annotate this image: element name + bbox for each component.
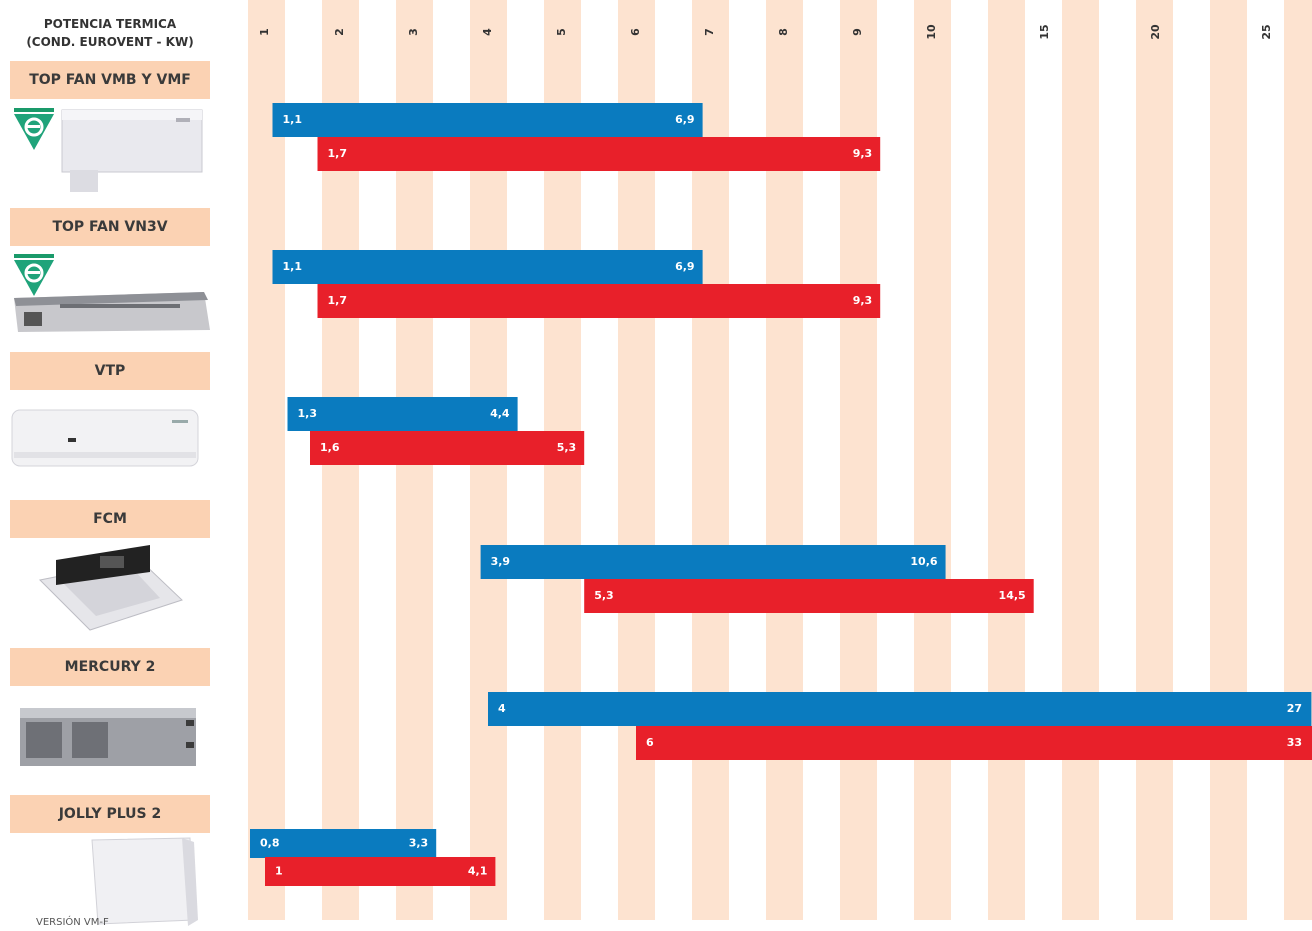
category-label: JOLLY PLUS 2	[10, 795, 210, 833]
bar-end-label: 3,3	[409, 837, 429, 850]
range-bar	[636, 726, 1312, 760]
bar-end-label: 5,3	[557, 441, 577, 454]
column-stripe	[1284, 0, 1312, 920]
axis-title-line-1: POTENCIA TERMICA	[44, 17, 177, 31]
bar-start-label: 3,9	[491, 555, 511, 568]
x-tick-label: 3	[407, 28, 420, 36]
category-label-text: MERCURY 2	[65, 659, 156, 675]
column-stripe	[248, 0, 285, 920]
category-label-text: FCM	[93, 511, 127, 527]
bar-end-label: 9,3	[853, 147, 873, 160]
bar-start-label: 1,7	[328, 294, 348, 307]
axis-title-line-2: (COND. EUROVENT - KW)	[26, 35, 193, 49]
bar-end-label: 33	[1287, 736, 1302, 749]
bars: 1,1 6,9 1,1 6,9 1,3 4,4 3,9 10,6 4 27 0,8 3,3 1,7 9,3…	[250, 103, 1312, 886]
category-label-box	[10, 795, 210, 833]
fcm-unit-image	[38, 545, 183, 631]
footnote: VERSIÓN VM-F	[36, 915, 109, 928]
eurovent-logo-icon	[14, 108, 54, 150]
category-label-text: VTP	[95, 363, 126, 379]
bar-start-label: 1	[275, 865, 283, 878]
bar-end-label: 27	[1287, 702, 1302, 715]
bar-start-label: 1,1	[283, 260, 303, 273]
range-bar	[488, 692, 1312, 726]
x-tick-label: 25	[1260, 24, 1273, 39]
x-tick-label: 15	[1038, 24, 1051, 39]
x-tick-label: 2	[333, 28, 346, 36]
jolly-plus-2-unit-image	[91, 837, 198, 926]
bar-start-label: 0,8	[260, 837, 280, 850]
product-images	[11, 108, 210, 926]
bar-start-label: 1,1	[283, 113, 303, 126]
bar-end-label: 4,1	[468, 865, 488, 878]
top-fan-vmb-unit-image	[61, 109, 203, 192]
category-label: TOP FAN VN3V	[10, 208, 210, 246]
eurovent-logo-icon	[14, 254, 54, 296]
x-tick-label: 8	[777, 28, 790, 36]
category-label-text: JOLLY PLUS 2	[58, 806, 162, 822]
bar-start-label: 1,6	[320, 441, 340, 454]
range-bar	[480, 545, 946, 579]
column-stripe	[914, 0, 951, 920]
category-label-box	[10, 500, 210, 538]
bar-end-label: 14,5	[999, 589, 1026, 602]
category-label-box	[10, 208, 210, 246]
category-labels: TOP FAN VMB Y VMF TOP FAN VN3V VTP FCM MERCU…	[10, 61, 210, 833]
range-bar	[317, 137, 881, 171]
bar-start-label: 4	[498, 702, 506, 715]
category-label-box	[10, 352, 210, 390]
bar-start-label: 1,3	[298, 407, 318, 420]
column-stripe	[988, 0, 1025, 920]
x-tick-label: 7	[703, 28, 716, 36]
x-tick-label: 20	[1149, 24, 1162, 40]
bar-start-label: 1,7	[328, 147, 348, 160]
category-label: TOP FAN VMB Y VMF	[10, 61, 210, 99]
bar-end-label: 9,3	[853, 294, 873, 307]
bar-end-label: 10,6	[910, 555, 937, 568]
range-bar	[272, 103, 703, 137]
x-tick-label: 1	[258, 28, 271, 36]
x-tick-label: 10	[925, 24, 938, 40]
range-bar	[250, 829, 437, 858]
axis-title: POTENCIA TERMICA (COND. EUROVENT - KW)	[26, 17, 193, 49]
category-label: MERCURY 2	[10, 648, 210, 686]
bar-end-label: 6,9	[675, 260, 695, 273]
range-bar	[584, 579, 1034, 613]
bar-start-label: 6	[646, 736, 654, 749]
vtp-unit-image	[11, 409, 199, 467]
mercury-2-unit-image	[20, 708, 196, 766]
range-bar	[317, 284, 881, 318]
column-stripe	[1136, 0, 1173, 920]
bar-end-label: 6,9	[675, 113, 695, 126]
category-label-text: TOP FAN VN3V	[52, 219, 167, 235]
x-tick-label: 6	[629, 28, 642, 36]
column-stripe	[1210, 0, 1247, 920]
bar-end-label: 4,4	[490, 407, 510, 420]
range-bar	[265, 857, 496, 886]
range-bar	[272, 250, 703, 284]
x-tick-label: 4	[481, 28, 494, 36]
bar-start-label: 5,3	[594, 589, 614, 602]
range-bar	[310, 431, 585, 465]
range-bar	[287, 397, 518, 431]
category-label-box	[10, 648, 210, 686]
category-label: FCM	[10, 500, 210, 538]
category-label: VTP	[10, 352, 210, 390]
x-tick-label: 5	[555, 28, 568, 36]
x-tick-labels: 1 2 3 4 5 6 7 8 9 10 15 20 25	[258, 24, 1273, 40]
column-stripe	[1062, 0, 1099, 920]
top-fan-vn3v-unit-image	[14, 292, 210, 332]
category-label-box	[10, 61, 210, 99]
category-label-text: TOP FAN VMB Y VMF	[29, 72, 191, 88]
x-tick-label: 9	[851, 28, 864, 36]
